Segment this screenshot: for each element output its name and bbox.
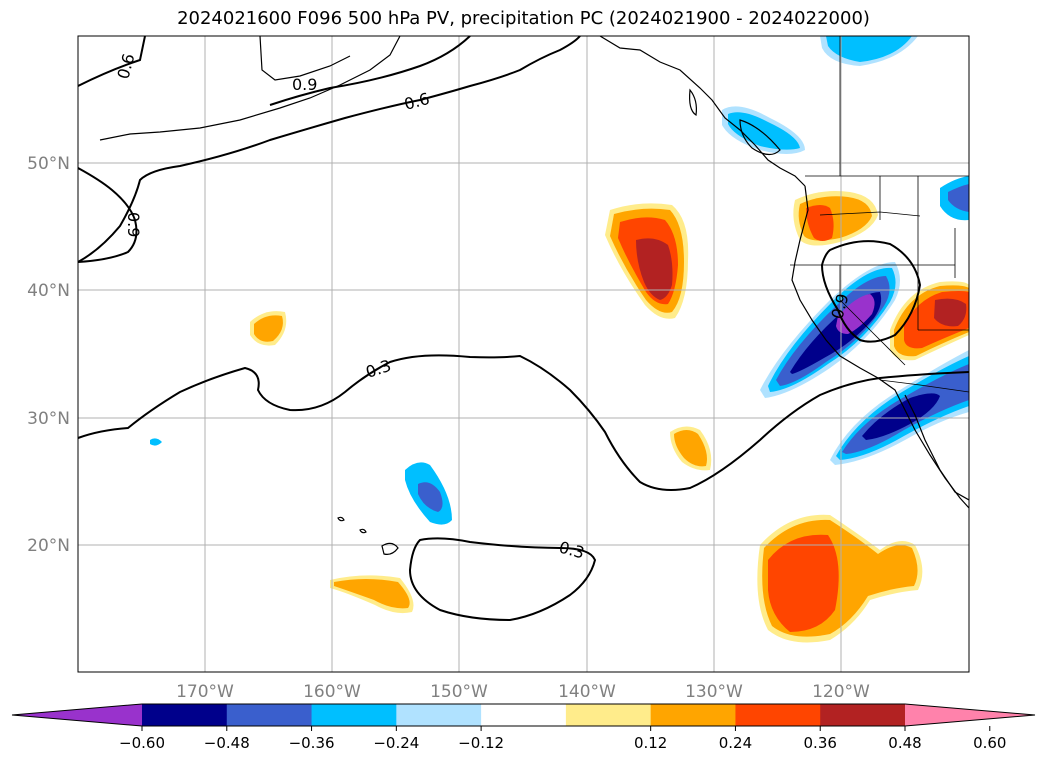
lat-label: 50°N — [27, 154, 70, 174]
lon-label: 150°W — [430, 682, 488, 702]
lon-label: 120°W — [812, 682, 870, 702]
colorbar-segment — [226, 704, 313, 726]
colorbar-tick-label: 0.36 — [804, 734, 837, 752]
colorbar-tick-label: 0.24 — [719, 734, 752, 752]
lon-labels: 170°W 160°W 150°W 140°W 130°W 120°W — [176, 682, 870, 702]
colorbar-tick-label: 0.12 — [634, 734, 667, 752]
colorbar-tick-label: −0.48 — [204, 734, 250, 752]
lat-label: 40°N — [27, 281, 70, 301]
colorbar-tick-label: −0.12 — [458, 734, 504, 752]
contour-label: 0.9 — [124, 212, 143, 237]
lon-label: 160°W — [303, 682, 361, 702]
precip-shading — [150, 36, 969, 643]
coastlines — [99, 36, 969, 555]
colorbar-segment — [142, 704, 228, 726]
colorbar-extend-min — [12, 704, 142, 726]
map-frame — [77, 35, 970, 673]
colorbar-segment — [650, 704, 736, 726]
colorbar-tick-label: 0.60 — [973, 734, 1006, 752]
colorbar-extend-max — [905, 704, 1035, 726]
colorbar: −0.60 −0.48 −0.36 −0.24 −0.12 0.12 0.24 0.36 0.4… — [11, 703, 1036, 752]
graticule — [78, 36, 969, 672]
colorbar-tick-label: −0.24 — [373, 734, 419, 752]
colorbar-segment — [735, 704, 821, 726]
colorbar-segment — [396, 704, 482, 726]
contour-label: 0.9 — [292, 75, 317, 94]
colorbar-tick-label: −0.60 — [119, 734, 165, 752]
lon-label: 130°W — [685, 682, 743, 702]
colorbar-tick-label: 0.48 — [888, 734, 921, 752]
colorbar-segment — [565, 704, 652, 726]
colorbar-segment — [311, 704, 397, 726]
lat-labels: 50°N 40°N 30°N 20°N — [27, 154, 70, 556]
colorbar-segment — [481, 704, 567, 726]
lat-label: 20°N — [27, 536, 70, 556]
lon-label: 170°W — [176, 682, 234, 702]
colorbar-tick-label: −0.36 — [289, 734, 335, 752]
pv-contours — [78, 36, 969, 622]
map-title: 2024021600 F096 500 hPa PV, precipitatio… — [177, 8, 870, 29]
colorbar-segment — [820, 704, 906, 726]
lat-label: 30°N — [27, 409, 70, 429]
lon-label: 140°W — [558, 682, 616, 702]
